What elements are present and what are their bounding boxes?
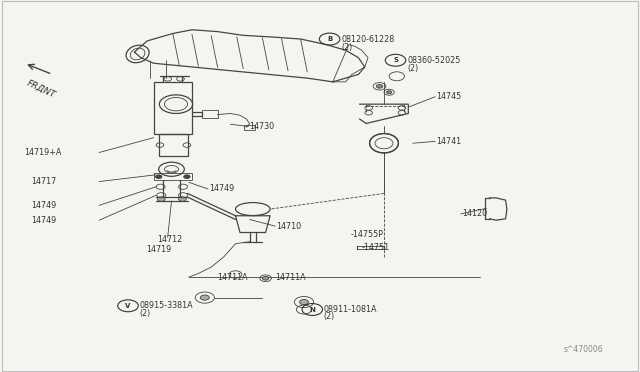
Circle shape	[300, 299, 308, 305]
Bar	[202, 110, 218, 118]
Circle shape	[179, 197, 186, 201]
Text: 14749: 14749	[209, 185, 234, 193]
Text: 14712: 14712	[157, 235, 182, 244]
Text: N: N	[309, 307, 316, 312]
Text: 14749: 14749	[31, 216, 56, 225]
Circle shape	[156, 175, 162, 179]
Text: S: S	[393, 57, 398, 63]
Text: (2): (2)	[140, 309, 151, 318]
Bar	[154, 82, 192, 134]
Circle shape	[157, 197, 165, 201]
Ellipse shape	[370, 134, 399, 153]
Text: 14741: 14741	[436, 137, 461, 146]
Text: (2): (2)	[324, 312, 335, 321]
Text: 14749: 14749	[31, 201, 56, 210]
Text: (2): (2)	[407, 64, 419, 73]
Text: 14717: 14717	[31, 177, 56, 186]
Bar	[154, 173, 192, 180]
Circle shape	[262, 276, 269, 280]
Text: 14730: 14730	[250, 122, 275, 131]
Text: s^470006: s^470006	[563, 345, 603, 354]
Text: 14719+A: 14719+A	[24, 148, 61, 157]
Text: 08911-1081A: 08911-1081A	[324, 305, 378, 314]
Text: 14745: 14745	[436, 92, 461, 101]
Text: B: B	[327, 36, 332, 42]
Text: 14711A: 14711A	[275, 273, 306, 282]
Circle shape	[376, 84, 383, 88]
Text: (2): (2)	[341, 43, 353, 52]
Text: V: V	[125, 303, 131, 309]
Text: 08360-52025: 08360-52025	[407, 56, 460, 65]
Text: -14755P: -14755P	[351, 230, 384, 239]
Text: 08120-61228: 08120-61228	[341, 35, 394, 44]
Circle shape	[184, 175, 190, 179]
Text: 14120: 14120	[462, 209, 487, 218]
Text: FRДNT: FRДNT	[26, 78, 58, 99]
Circle shape	[200, 295, 209, 300]
Text: 08915-3381A: 08915-3381A	[140, 301, 193, 310]
Text: 14711A: 14711A	[218, 273, 248, 282]
Bar	[159, 134, 188, 156]
Text: 14710: 14710	[276, 222, 301, 231]
Circle shape	[387, 91, 392, 94]
Bar	[244, 125, 255, 130]
Text: 14719: 14719	[146, 246, 171, 254]
Text: -14751: -14751	[362, 243, 390, 252]
